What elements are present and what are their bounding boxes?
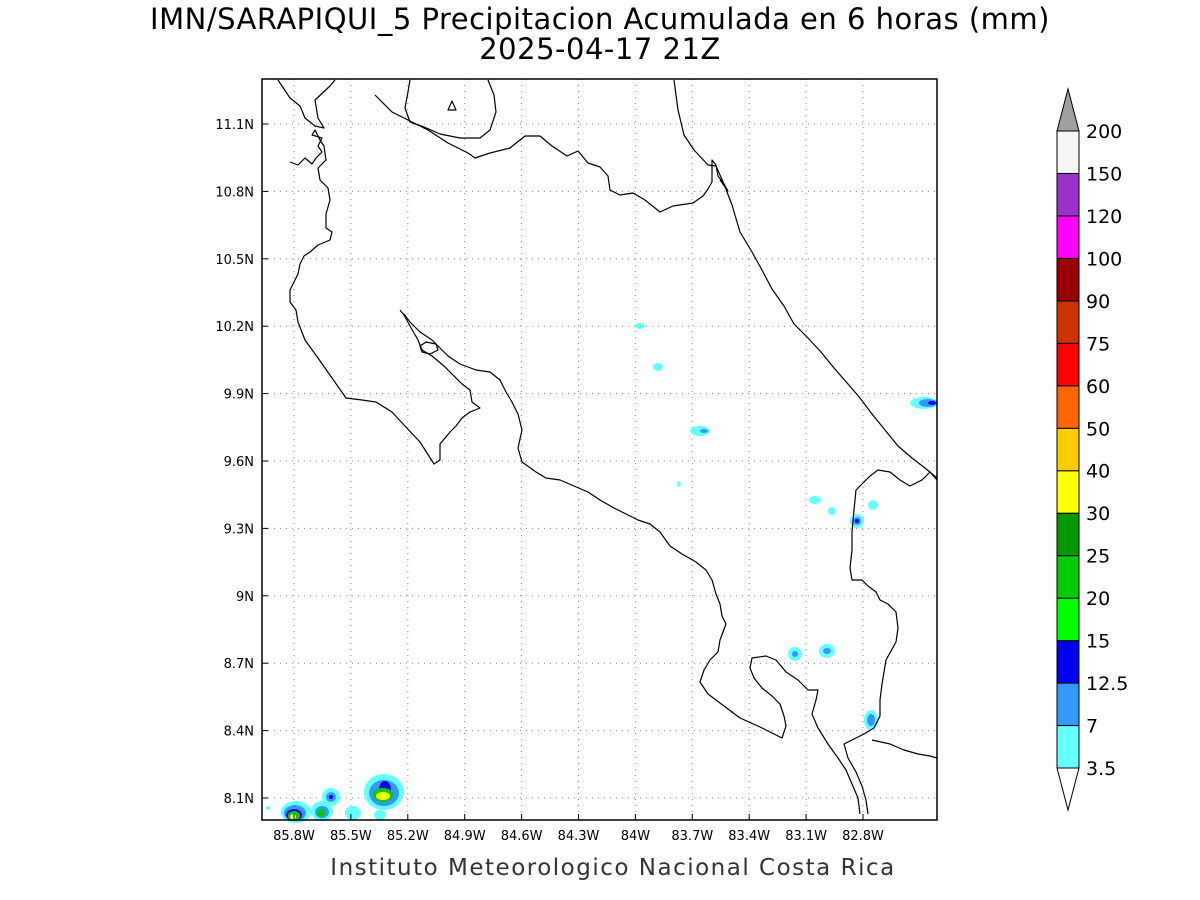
lat-tick-label: 9.9N xyxy=(224,388,254,403)
lat-tick-label: 8.1N xyxy=(224,792,254,807)
lat-tick-label: 9.3N xyxy=(224,522,254,537)
lat-tick-label: 10.8N xyxy=(215,185,254,200)
island-in-gulf xyxy=(419,341,439,355)
colorbar-swatch xyxy=(1056,257,1080,302)
colorbar-level-label: 50 xyxy=(1086,418,1110,440)
precip-blob xyxy=(376,792,390,800)
colorbar-level-label: 7 xyxy=(1086,716,1098,738)
colorbar-swatch xyxy=(1056,597,1080,642)
lake-north-shore xyxy=(404,79,497,139)
colorbar-level-label: 20 xyxy=(1086,588,1110,610)
colorbar: 3.5 7 12.5 15 20 25 30 40 50 60 75 90 100 120 150 200 xyxy=(1056,87,1128,812)
lon-tick-label: 83.1W xyxy=(785,829,827,844)
colorbar-swatch xyxy=(1056,215,1080,259)
nicoya-gulf-coast xyxy=(403,313,861,815)
colorbar-level-label: 3.5 xyxy=(1086,758,1116,780)
colorbar-level-label: 25 xyxy=(1086,546,1110,568)
pacific-coast xyxy=(289,129,481,465)
caribbean-coast xyxy=(673,79,938,479)
colorbar-level-label: 30 xyxy=(1086,503,1110,525)
precip-blob xyxy=(792,651,798,657)
colorbar-swatch xyxy=(1056,512,1080,557)
lon-tick-label: 84.9W xyxy=(444,829,486,844)
lon-tick-label: 83.7W xyxy=(671,829,713,844)
precipitation-field xyxy=(266,323,938,823)
lat-tick-label: 11.1N xyxy=(215,118,254,133)
precip-blob xyxy=(345,806,361,820)
colorbar-level-label: 100 xyxy=(1086,248,1122,270)
precip-blob xyxy=(823,648,831,654)
colorbar-level-label: 60 xyxy=(1086,376,1110,398)
map-title: IMN/SARAPIQUI_5 Precipitacion Acumulada … xyxy=(150,2,1050,36)
colorbar-swatch xyxy=(1056,172,1080,217)
colorbar-level-label: 40 xyxy=(1086,461,1110,483)
lon-tick-label: 84.3W xyxy=(558,829,600,844)
nicaragua-lake-shore xyxy=(277,79,336,129)
precip-blob xyxy=(290,814,296,820)
precip-blob xyxy=(317,809,325,817)
footer-credit: Instituto Meteorologico Nacional Costa R… xyxy=(330,855,896,881)
colorbar-level-label: 15 xyxy=(1086,631,1110,653)
lon-tick-label: 85.8W xyxy=(273,829,315,844)
precip-blob xyxy=(828,507,836,515)
precip-blob xyxy=(868,500,878,510)
coastlines xyxy=(277,79,938,815)
precip-blob xyxy=(867,714,875,726)
latitude-ticks: 11.1N 10.8N 10.5N 10.2N 9.9N 9.6N 9.3N 9N 8.7N 8.… xyxy=(215,118,268,807)
lat-tick-label: 9N xyxy=(236,590,254,605)
map-frame xyxy=(261,78,938,821)
precip-blob xyxy=(635,323,645,329)
colorbar-swatch xyxy=(1056,470,1080,514)
colorbar-level-label: 90 xyxy=(1086,291,1110,313)
lon-tick-label: 82.8W xyxy=(842,829,884,844)
colorbar-swatch xyxy=(1056,555,1080,599)
colorbar-level-label: 120 xyxy=(1086,206,1122,228)
colorbar-level-label: 150 xyxy=(1086,163,1122,185)
precip-blob xyxy=(653,363,663,371)
lat-tick-label: 9.6N xyxy=(224,455,254,470)
precip-blob xyxy=(928,401,936,405)
lon-tick-label: 84W xyxy=(621,829,651,844)
chiriqui-coast xyxy=(843,469,938,815)
colorbar-swatch xyxy=(1056,385,1080,429)
colorbar-swatch xyxy=(1056,640,1080,684)
lat-tick-label: 8.7N xyxy=(224,657,254,672)
island-outline xyxy=(447,100,457,111)
colorbar-swatch xyxy=(1056,682,1080,727)
panama-coast-south xyxy=(871,739,938,759)
lat-tick-label: 8.4N xyxy=(224,725,254,740)
lon-tick-label: 83.4W xyxy=(728,829,770,844)
precip-blob xyxy=(677,481,681,487)
precip-blob xyxy=(700,429,708,433)
colorbar-top-arrow xyxy=(1056,87,1080,132)
lon-tick-label: 85.5W xyxy=(330,829,372,844)
map-subtitle-datetime: 2025-04-17 21Z xyxy=(479,32,721,66)
lon-tick-label: 84.6W xyxy=(501,829,543,844)
colorbar-swatch xyxy=(1056,130,1080,174)
grid-lines xyxy=(262,79,937,820)
nicaragua-border xyxy=(374,94,729,213)
precip-blob xyxy=(266,806,270,810)
colorbar-swatch xyxy=(1056,725,1080,769)
lat-tick-label: 10.5N xyxy=(215,253,254,268)
colorbar-level-label: 200 xyxy=(1086,121,1122,143)
colorbar-bottom-arrow xyxy=(1056,767,1080,812)
precip-blob xyxy=(374,810,386,820)
colorbar-level-label: 75 xyxy=(1086,333,1110,355)
lat-tick-label: 10.2N xyxy=(215,320,254,335)
precip-blob xyxy=(855,519,859,523)
precip-blob xyxy=(809,496,821,504)
colorbar-swatch xyxy=(1056,427,1080,472)
longitude-ticks: 85.8W 85.5W 85.2W 84.9W 84.6W 84.3W 84W 83.7W 83… xyxy=(273,814,884,844)
precip-blob xyxy=(329,795,333,799)
colorbar-swatch xyxy=(1056,300,1080,344)
lon-tick-label: 85.2W xyxy=(387,829,429,844)
colorbar-swatch xyxy=(1056,342,1080,387)
colorbar-level-label: 12.5 xyxy=(1086,673,1128,695)
